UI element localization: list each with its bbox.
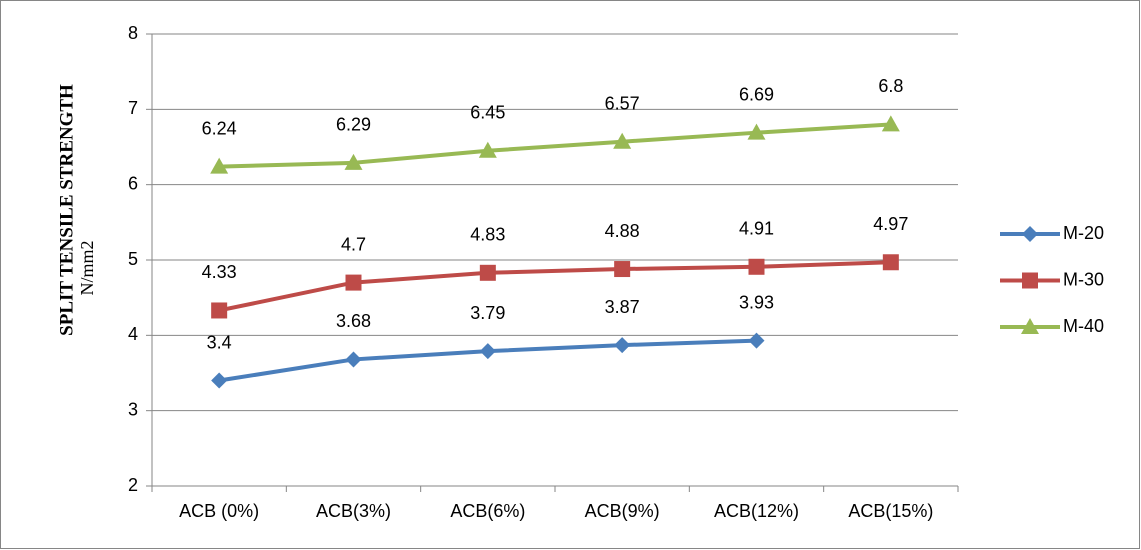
- marker: [614, 261, 631, 278]
- y-axis-label: SPLIT TENSILE STRENGTH: [56, 84, 77, 336]
- x-tick-label: ACB (0%): [179, 501, 259, 521]
- marker: [344, 153, 363, 170]
- data-label: 6.69: [739, 84, 774, 104]
- marker: [478, 141, 497, 158]
- data-label: 4.91: [739, 219, 774, 239]
- marker: [1021, 318, 1039, 334]
- y-tick-label: 3: [128, 399, 138, 419]
- marker: [613, 132, 632, 149]
- y-tick-label: 5: [128, 249, 138, 269]
- marker: [1022, 226, 1038, 242]
- marker: [345, 274, 362, 291]
- data-label: 6.8: [878, 76, 903, 96]
- data-label: 3.87: [605, 297, 640, 317]
- data-label: 4.33: [202, 262, 237, 282]
- x-tick-label: ACB(12%): [714, 501, 799, 521]
- legend-label: M-40: [1063, 316, 1104, 336]
- data-label: 4.97: [873, 214, 908, 234]
- legend-label: M-20: [1063, 223, 1104, 243]
- series-line: [219, 122, 891, 169]
- x-tick-label: ACB(15%): [848, 501, 933, 521]
- data-label: 6.45: [470, 103, 505, 123]
- y-axis-unit: N/mm2: [77, 240, 97, 295]
- marker: [211, 372, 228, 389]
- marker: [479, 343, 496, 360]
- data-label: 3.79: [470, 303, 505, 323]
- data-label: 3.93: [739, 292, 774, 312]
- data-label: 4.7: [341, 234, 366, 254]
- x-tick-label: ACB(6%): [450, 501, 525, 521]
- marker: [881, 115, 900, 132]
- data-label: 6.24: [202, 118, 237, 138]
- marker: [747, 123, 766, 140]
- y-axis-title: SPLIT TENSILE STRENGTH: [56, 84, 77, 336]
- y-axis-unit-group: N/mm2: [77, 240, 97, 295]
- marker: [748, 258, 765, 275]
- marker: [614, 337, 631, 354]
- y-tick-label: 4: [128, 324, 138, 344]
- data-label: 6.29: [336, 115, 371, 135]
- y-tick-label: 7: [128, 98, 138, 118]
- marker: [210, 157, 229, 174]
- data-label: 4.83: [470, 225, 505, 245]
- y-tick-label: 8: [128, 23, 138, 43]
- x-tick-label: ACB(9%): [585, 501, 660, 521]
- marker: [748, 332, 765, 349]
- y-tick-label: 6: [128, 173, 138, 193]
- y-tick-label: 2: [128, 475, 138, 495]
- data-label: 3.4: [207, 332, 232, 352]
- marker: [882, 254, 899, 271]
- marker: [211, 302, 228, 319]
- data-label: 3.68: [336, 311, 371, 331]
- series-line: [218, 260, 891, 313]
- marker: [479, 264, 496, 281]
- data-label: 6.57: [605, 93, 640, 113]
- data-label: 4.88: [605, 221, 640, 241]
- x-tick-label: ACB(3%): [316, 501, 391, 521]
- marker: [345, 351, 362, 368]
- legend-label: M-30: [1063, 269, 1104, 289]
- marker: [1022, 272, 1038, 289]
